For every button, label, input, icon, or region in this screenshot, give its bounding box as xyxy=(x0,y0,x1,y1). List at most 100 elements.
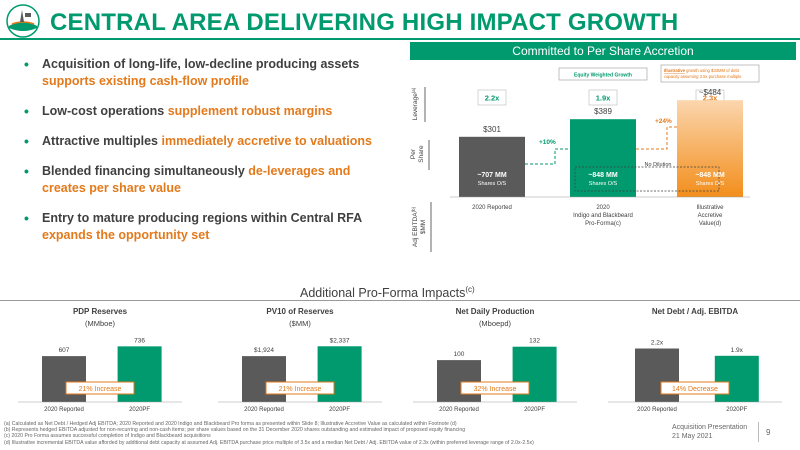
ebitda-bar xyxy=(677,100,743,197)
leverage-value: 2.3x xyxy=(703,94,718,103)
per-share-axis-label: Per xyxy=(410,148,417,159)
panel-bar xyxy=(714,355,759,402)
panel-title: PDP Reserves xyxy=(73,307,128,316)
growth-label-2: +24% xyxy=(655,118,672,125)
panel-value-label: 736 xyxy=(134,337,145,344)
illustrative-note-bold: Illustrative xyxy=(664,68,686,73)
shares-value: ~848 MM xyxy=(588,172,618,179)
panel-bar xyxy=(42,356,86,402)
panel-category-label: 2020 Reported xyxy=(439,407,479,413)
footnote: (d) Illustrative incremental EBITDA valu… xyxy=(4,439,534,446)
bullet-item: • Low-cost operations supplement robust m… xyxy=(24,103,333,119)
footer-meta: Acquisition Presentation 21 May 2021 xyxy=(672,423,747,441)
ebitda-value-label: ~$484 xyxy=(699,88,722,97)
change-badge-label: 21% Increase xyxy=(79,386,122,393)
panel-bar xyxy=(437,360,481,402)
bullet-dot-icon: • xyxy=(24,103,29,119)
net-daily-production-chart: Net Daily Production (Mboepd) 100 2020 Repo… xyxy=(413,307,577,413)
panel-category-label: 2020 Reported xyxy=(244,407,284,413)
footer-divider xyxy=(758,422,759,442)
footnote: (c) 2020 Pro Forma assumes successful co… xyxy=(4,433,211,440)
pdp-reserves-chart: PDP Reserves (MMboe) 607 2020 Reported 736 20… xyxy=(18,307,182,413)
page-number: 9 xyxy=(766,428,771,437)
category-label: 2020 xyxy=(596,205,610,211)
panel-subtitle: (MMboe) xyxy=(85,319,116,328)
bullet-item: • Entry to mature producing regions withi… xyxy=(24,210,362,242)
shares-value: ~848 MM xyxy=(695,172,725,179)
category-label: Illustrative xyxy=(696,205,724,211)
category-label: Accretive xyxy=(698,213,723,219)
category-label: Indigo and Blackbeard xyxy=(573,213,633,219)
bullet-item: • Blended financing simultaneously de-lev… xyxy=(24,163,351,195)
change-badge-label: 21% Increase xyxy=(279,386,322,393)
shares-label: Shares O/S xyxy=(478,181,507,187)
ebitda-unit-label: $MM xyxy=(420,220,427,234)
panel-value-label: 132 xyxy=(529,338,540,345)
panel-category-label: 2020PF xyxy=(726,407,747,413)
panel-category-label: 2020PF xyxy=(329,407,350,413)
equity-growth-label: Equity Weighted Growth xyxy=(574,73,632,79)
ebitda-bar xyxy=(459,136,525,197)
footnote: (a) Calculated as Net Debt / Hedged Adj … xyxy=(4,421,457,427)
panel-title: Net Debt / Adj. EBITDA xyxy=(652,307,739,316)
leverage-box xyxy=(588,89,618,106)
no-dilution-bracket xyxy=(574,166,720,192)
no-dilution-label: No Dilution xyxy=(645,162,672,168)
ebitda-label-sup: (b) xyxy=(411,206,416,212)
category-label: 2020 Reported xyxy=(472,205,512,211)
bullet-dot-icon: • xyxy=(24,56,29,72)
footnotes: (a) Calculated as Net Debt / Hedged Adj … xyxy=(4,421,634,446)
panel-value-label: 100 xyxy=(454,351,465,358)
panel-category-label: 2020 Reported xyxy=(44,407,84,413)
panel-value-label: 2.2x xyxy=(651,340,664,347)
ebitda-value-label: $389 xyxy=(594,107,612,116)
accretion-banner: Committed to Per Share Accretion xyxy=(410,42,796,60)
footnote: (b) Represents hedged EBITDA adjusted fo… xyxy=(4,427,466,434)
bullet-item: • Acquisition of long-life, low-decline p… xyxy=(24,56,360,88)
change-badge-label: 14% Decrease xyxy=(672,386,718,393)
illustrative-note-box xyxy=(660,64,760,83)
company-logo xyxy=(6,4,40,38)
leverage-value: 1.9x xyxy=(596,94,611,103)
change-badge xyxy=(460,381,530,395)
accretion-chart: Leverage(a) Per Share Adj EBITDA(b)$MM Equit… xyxy=(410,64,760,252)
panel-title: PV10 of Reserves xyxy=(266,307,334,316)
bullet-list: • Acquisition of long-life, low-decline p… xyxy=(20,56,390,257)
ebitda-value-label: $301 xyxy=(483,125,501,134)
change-badge xyxy=(265,381,335,395)
bullet-dot-icon: • xyxy=(24,210,29,226)
panel-bar xyxy=(242,356,286,402)
change-badge-label: 32% Increase xyxy=(474,386,517,393)
shares-label: Shares O/S xyxy=(696,181,725,187)
panel-value-label: 1.9x xyxy=(731,347,744,354)
leverage-box xyxy=(477,89,507,106)
proforma-title: Additional Pro-Forma Impacts(c) xyxy=(300,285,475,301)
bullet-dot-icon: • xyxy=(24,163,29,179)
panel-category-label: 2020 Reported xyxy=(637,407,677,413)
equity-growth-box xyxy=(558,67,648,81)
panel-title: Net Daily Production xyxy=(456,307,535,316)
document-date: 21 May 2021 xyxy=(672,433,713,440)
per-share-axis-label: Share xyxy=(418,145,425,163)
category-label: Pro-Forma(c) xyxy=(585,221,621,227)
change-badge xyxy=(65,381,135,395)
panel-category-label: 2020PF xyxy=(129,407,150,413)
header-divider xyxy=(0,38,800,40)
ebitda-bar xyxy=(570,119,636,197)
leverage-label-sup: (a) xyxy=(411,87,416,93)
illustrative-note-body: growth using $33MM of debt xyxy=(685,68,740,73)
panel-value-label: $1,924 xyxy=(254,347,274,354)
leverage-value: 2.2x xyxy=(485,94,500,103)
bullet-item: • Attractive multiples immediately accret… xyxy=(24,133,372,149)
pv10-reserves-chart: PV10 of Reserves ($MM) $1,924 2020 Reported… xyxy=(218,307,382,413)
panel-category-label: 2020PF xyxy=(524,407,545,413)
leverage-axis-label: Leverage(a) xyxy=(411,87,419,120)
illustrative-note-text: capacity assuming 3.5x purchase multiple xyxy=(664,74,742,79)
change-badge xyxy=(660,381,730,395)
ebitda-axis-label: Adj EBITDA(b) xyxy=(411,206,419,247)
shares-label: Shares O/S xyxy=(589,181,618,187)
panel-value-label: $2,337 xyxy=(330,337,350,344)
growth-label-1: +10% xyxy=(539,139,556,146)
category-label: Value(d) xyxy=(699,221,721,227)
